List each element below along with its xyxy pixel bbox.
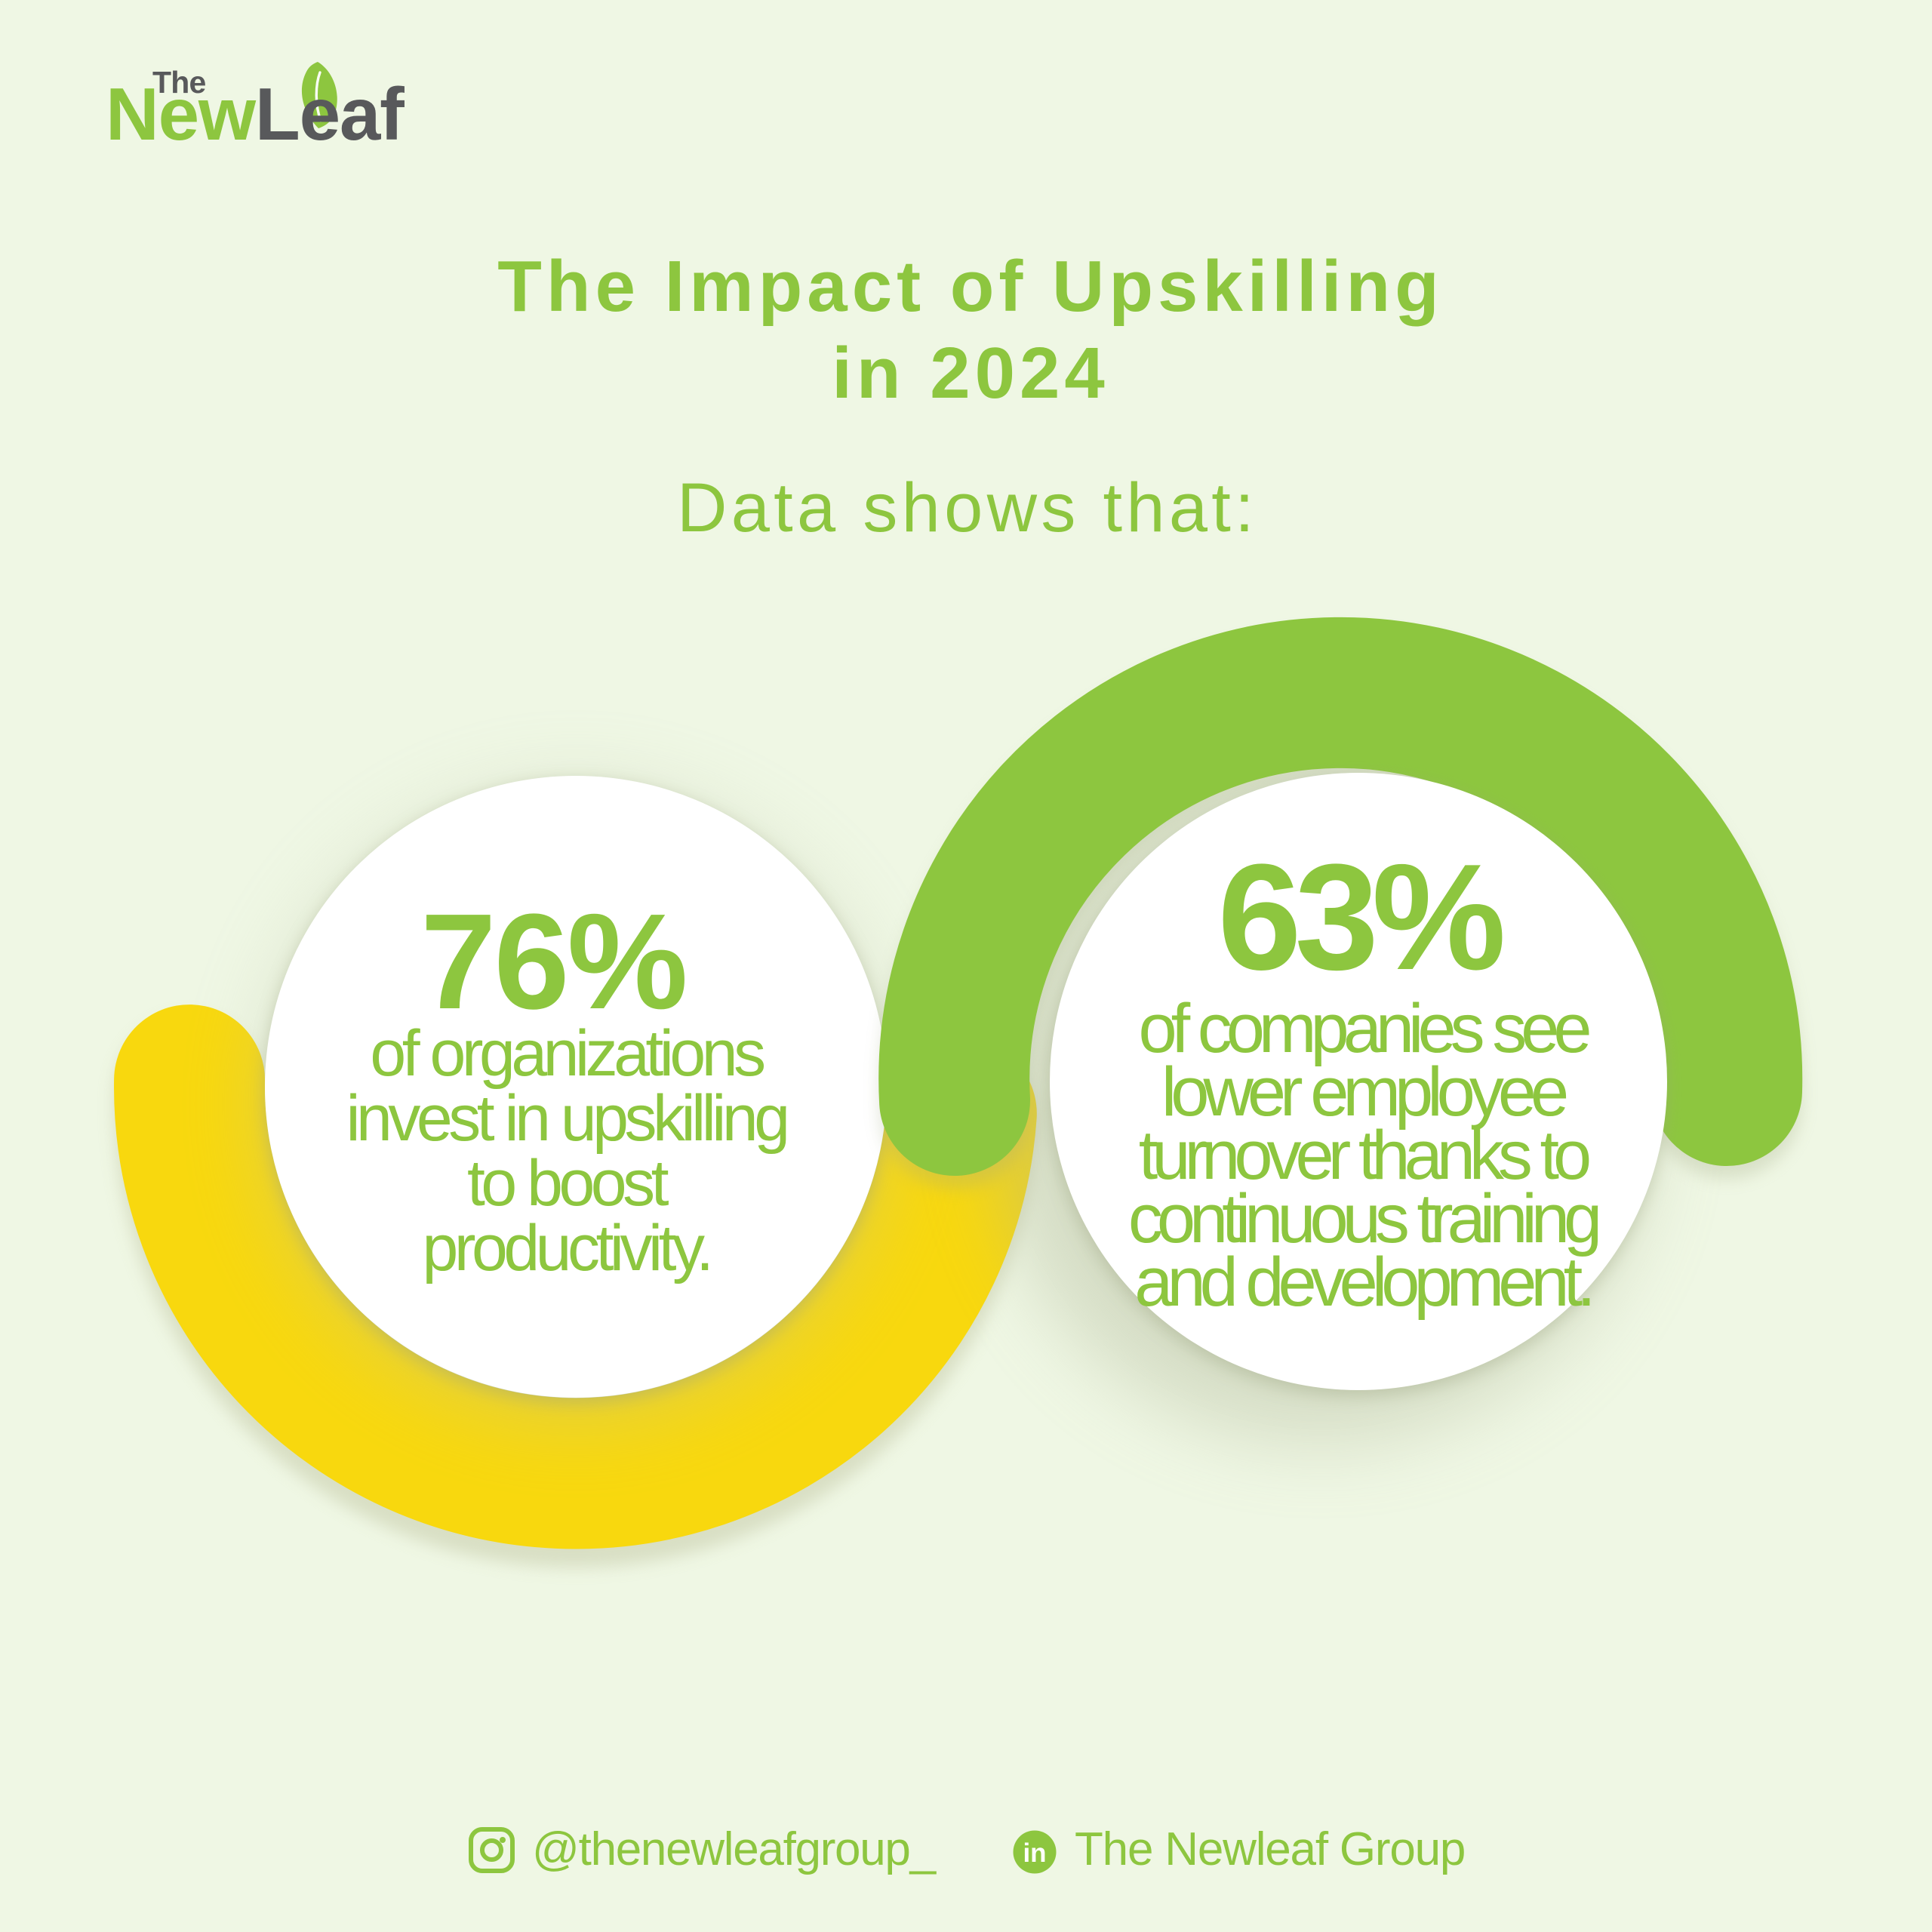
svg-text:in: in [1023, 1838, 1046, 1868]
